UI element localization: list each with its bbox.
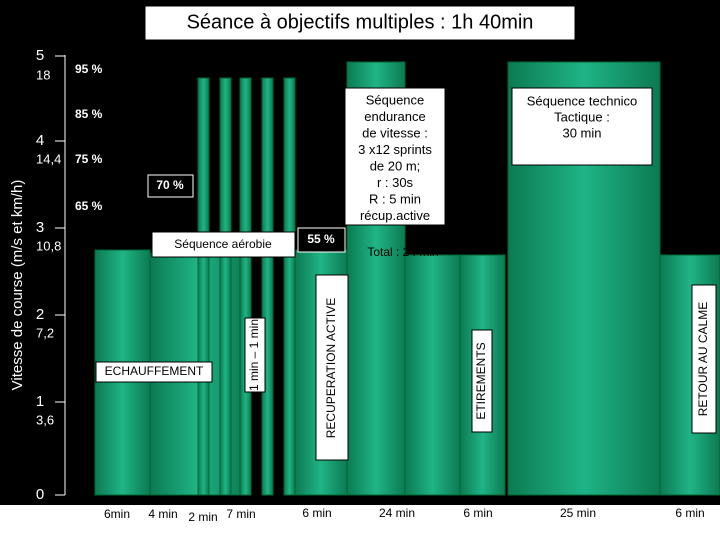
duration: 25 min — [560, 506, 596, 520]
intensity-box — [147, 174, 194, 198]
intensity: 75 % — [75, 152, 103, 166]
y-tick-label: 1 — [36, 393, 44, 410]
text-line: Séquence — [366, 92, 425, 107]
y-ticks: 5 4 3 2 1 0 18 14,4 10,8 7,2 3,6 — [36, 47, 65, 503]
duration: 24 min — [379, 506, 415, 520]
bar — [239, 77, 252, 496]
text-line: Séquence technico — [527, 93, 638, 108]
intervals-label: 1 min – 1 min — [247, 319, 261, 391]
warmup-label: ECHAUFFEMENT — [105, 364, 204, 378]
bar — [219, 77, 232, 496]
stretching-box — [471, 329, 493, 433]
intensity: 65 % — [75, 199, 103, 213]
text-line: 3 x12 sprints — [358, 142, 432, 157]
kmh-label: 10,8 — [36, 238, 61, 253]
text-line: de 20 m; — [370, 158, 421, 173]
text-line: endurance — [364, 109, 425, 124]
title: Séance à objectifs multiples : 1h 40min — [187, 11, 534, 33]
cooldown-box — [691, 284, 717, 434]
duration: 2 min — [188, 510, 217, 524]
text-line: 30 min — [562, 125, 601, 140]
title-box — [144, 5, 576, 41]
kmh-label: 18 — [36, 67, 50, 82]
duration: 4 min — [148, 507, 177, 521]
intensity: 85 % — [75, 107, 103, 121]
kmh-label: 3,6 — [36, 412, 54, 427]
stretching-label: ETIREMENTS — [474, 342, 488, 419]
recovery-box — [315, 274, 349, 461]
y-tick-label: 2 — [36, 306, 44, 323]
text-line: R : 5 min — [369, 191, 421, 206]
bar — [261, 77, 274, 496]
tactical-box — [511, 87, 653, 166]
footer-band — [0, 505, 720, 540]
kmh-label: 14,4 — [36, 151, 61, 166]
y-tick-label: 5 — [36, 47, 44, 64]
y-tick-label: 3 — [36, 219, 44, 236]
intensity: 70 % — [156, 178, 184, 192]
text-line: Tactique : — [554, 109, 610, 124]
bar — [283, 77, 296, 496]
bar — [404, 254, 461, 496]
warmup-box — [95, 361, 213, 383]
duration: 6min — [104, 507, 130, 521]
duration: 7 min — [226, 507, 255, 521]
text-line: récup.active — [360, 208, 430, 223]
duration: 6 min — [675, 506, 704, 520]
kmh-label: 7,2 — [36, 325, 54, 340]
text-line: de vitesse : — [362, 125, 428, 140]
duration: 6 min — [302, 506, 331, 520]
intervals-box — [244, 317, 266, 393]
cooldown-label: RETOUR AU CALME — [696, 302, 710, 416]
intensity-box — [297, 227, 346, 253]
recovery-label: RECUPERATION ACTIVE — [324, 298, 338, 438]
intensity: 95 % — [75, 62, 103, 76]
y-axis-label: Vitesse de course (m/s et km/h) — [9, 180, 26, 391]
aerobic-label: Séquence aérobie — [174, 237, 272, 251]
duration: 6 min — [463, 506, 492, 520]
total-label: Total : 24 min — [367, 245, 438, 259]
bar — [197, 77, 210, 496]
intensity: 55 % — [307, 232, 335, 246]
y-tick-label: 0 — [36, 486, 44, 503]
aerobic-box — [151, 231, 296, 258]
durations: 6min 4 min 2 min 7 min 6 min 24 min 6 mi… — [104, 506, 705, 524]
text-line: r : 30s — [377, 175, 414, 190]
y-tick-label: 4 — [36, 132, 44, 149]
speed-endurance-box — [344, 87, 446, 226]
